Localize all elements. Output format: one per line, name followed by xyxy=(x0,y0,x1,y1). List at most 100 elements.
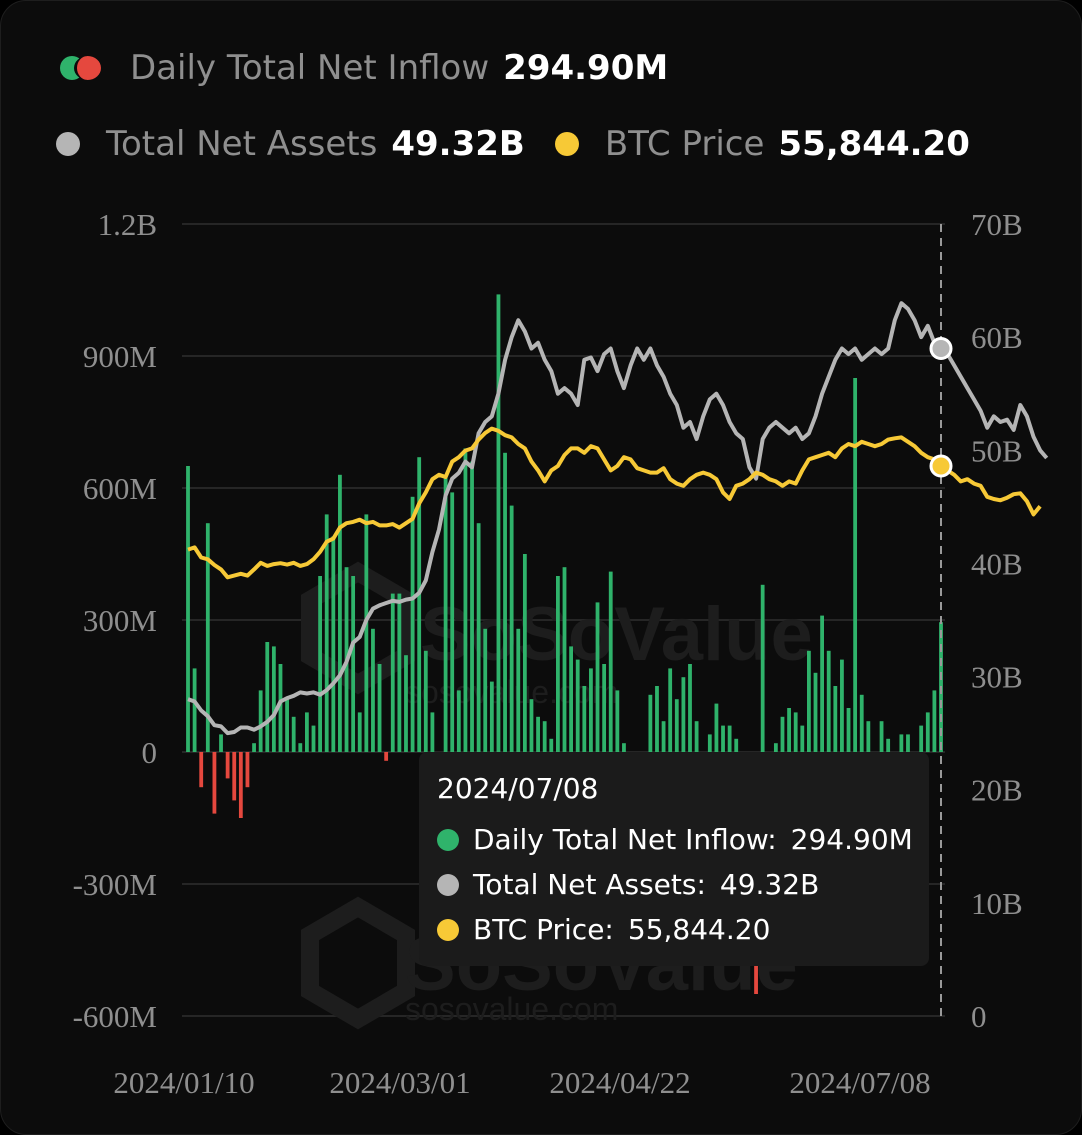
inflow-bar xyxy=(522,554,527,752)
inflow-bar xyxy=(219,734,223,752)
legend-assets-btc: Total Net Assets 49.32B BTC Price 55,844… xyxy=(56,124,1000,164)
left-tick-label: 1.2B xyxy=(98,207,157,242)
legend-assets-label[interactable]: Total Net Assets xyxy=(106,124,378,164)
right-tick-label: 60B xyxy=(971,320,1023,355)
inflow-bar xyxy=(536,716,540,752)
legend-inflow-label: Daily Total Net Inflow xyxy=(130,48,490,88)
inflow-bar xyxy=(859,694,864,752)
inflow-bar xyxy=(562,567,567,752)
inflow-bar xyxy=(192,668,197,752)
inflow-bar xyxy=(648,694,653,752)
inflow-bar xyxy=(668,668,673,752)
inflow-bar xyxy=(773,743,778,752)
inflow-bar xyxy=(496,294,501,752)
right-tick-label: 50B xyxy=(971,433,1023,468)
inflow-bar xyxy=(555,576,560,752)
right-tick-label: 0 xyxy=(971,999,987,1034)
net-assets-endpoint xyxy=(929,336,953,360)
inflow-bar xyxy=(787,708,791,752)
inflow-bar xyxy=(674,699,679,752)
inflow-bar xyxy=(404,655,408,752)
inflow-bar xyxy=(721,725,725,752)
inflow-bar xyxy=(688,664,692,752)
inflow-bar xyxy=(199,752,204,788)
right-tick-label: 20B xyxy=(971,773,1023,808)
x-tick-label: 2024/03/01 xyxy=(329,1065,470,1100)
inflow-bar xyxy=(476,523,481,752)
left-tick-label: -600M xyxy=(73,999,157,1034)
x-tick-label: 2024/07/08 xyxy=(789,1065,930,1100)
inflow-bar xyxy=(575,659,580,752)
inflow-bar xyxy=(456,690,461,752)
inflow-bar xyxy=(589,668,593,752)
inflow-bar xyxy=(443,474,448,752)
tooltip-inflow-row: Daily Total Net Inflow: 294.90M xyxy=(437,817,929,862)
right-tick-label: 40B xyxy=(971,546,1023,581)
inflow-bar xyxy=(258,690,263,752)
inflow-bar xyxy=(707,734,712,752)
tooltip-inflow-marker xyxy=(437,828,459,851)
inflow-bar xyxy=(549,738,554,752)
tooltip-date: 2024/07/08 xyxy=(437,772,599,805)
inflow-bar xyxy=(205,523,210,752)
legend-btc-label[interactable]: BTC Price xyxy=(604,124,765,164)
inflow-bar xyxy=(780,716,785,752)
x-tick-label: 2024/01/10 xyxy=(113,1065,254,1100)
btc-legend-marker[interactable] xyxy=(554,132,579,156)
tooltip: 2024/07/08 Daily Total Net Inflow: 294.9… xyxy=(419,752,929,966)
right-tick-label: 30B xyxy=(971,660,1023,695)
inflow-bar xyxy=(450,492,455,752)
inflow-bar xyxy=(311,725,316,752)
net-assets-line xyxy=(187,301,1049,736)
inflow-bar xyxy=(304,712,309,752)
btc-price-endpoint xyxy=(929,454,953,478)
inflow-bar xyxy=(760,584,765,752)
inflow-bar xyxy=(503,452,507,752)
legend-inflow[interactable]: Daily Total Net Inflow 294.90M xyxy=(56,48,698,88)
inflow-bar xyxy=(351,576,356,752)
inflow-bar xyxy=(714,703,719,752)
tooltip-btc-label: BTC Price: xyxy=(473,913,614,946)
assets-legend-marker[interactable] xyxy=(56,132,80,156)
inflow-bar xyxy=(925,712,930,752)
watermark-url-2: sosovalue.com xyxy=(405,991,618,1027)
inflow-bar xyxy=(529,699,534,752)
inflow-bar xyxy=(853,378,858,752)
inflow-bar xyxy=(357,712,362,752)
left-tick-label: 300M xyxy=(83,603,157,638)
legend-btc-value: 55,844.20 xyxy=(778,124,970,164)
inflow-bar xyxy=(595,602,600,752)
inflow-bar xyxy=(291,716,296,752)
inflow-bar xyxy=(800,725,805,752)
tooltip-btc-row: BTC Price: 55,844.20 xyxy=(437,907,929,952)
left-axis-labels: 1.2B 900M 600M 300M 0 -300M -600M xyxy=(73,207,157,1034)
inflow-bar xyxy=(866,721,871,752)
inflow-bar xyxy=(879,721,884,752)
inflow-bar xyxy=(820,615,825,752)
inflow-bar xyxy=(470,461,474,752)
inflow-bar xyxy=(186,466,190,752)
inflow-bar xyxy=(371,628,375,752)
inflow-bar xyxy=(813,672,818,752)
inflow-bar xyxy=(318,576,323,752)
tooltip-assets-value: 49.32B xyxy=(719,868,820,901)
inflow-bar xyxy=(331,536,336,752)
legend-assets-value: 49.32B xyxy=(391,124,525,164)
inflow-bar xyxy=(906,734,910,752)
inflow-bar xyxy=(615,690,620,752)
inflow-bar xyxy=(298,743,303,752)
right-axis-labels: 70B 60B 50B 40B 30B 20B 10B 0 xyxy=(971,207,1023,1034)
x-axis-labels: 2024/01/10 2024/03/01 2024/04/22 2024/07/08 xyxy=(113,1065,930,1100)
right-tick-label: 70B xyxy=(971,207,1023,242)
inflow-bar xyxy=(899,734,904,752)
inflow-bar xyxy=(840,659,844,752)
x-tick-label: 2024/04/22 xyxy=(549,1065,690,1100)
inflow-bar xyxy=(410,496,415,752)
inflow-bar xyxy=(655,686,659,752)
inflow-bar xyxy=(694,721,699,752)
inflow-bar xyxy=(390,593,395,752)
tooltip-btc-value: 55,844.20 xyxy=(627,913,771,946)
legend-inflow-value: 294.90M xyxy=(503,48,669,88)
inflow-bar xyxy=(285,699,289,752)
